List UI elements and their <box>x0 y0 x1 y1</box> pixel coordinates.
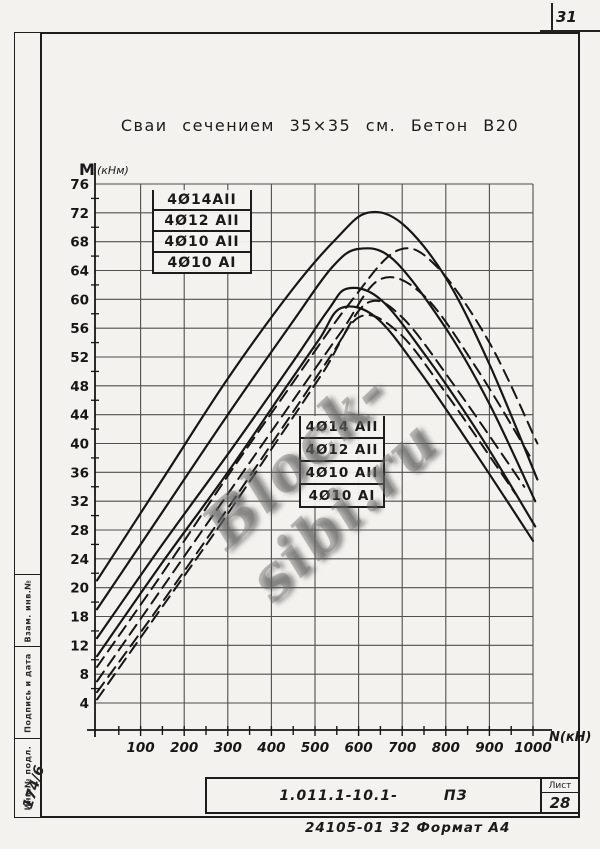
stamp-section-inv: Инв.№ подл. <box>15 738 40 816</box>
axis-tick-labels: 76 72 68 64 60 56 52 48 44 40 36 32 28 24 20 18 12 8 4 100 2… <box>70 177 552 756</box>
y-tick-label: 24 <box>70 552 89 568</box>
y-tick-label: 18 <box>70 610 89 626</box>
y-tick-label: 56 <box>70 321 89 337</box>
moment-load-chart: 76 72 68 64 60 56 52 48 44 40 36 32 28 24 20 18 12 8 4 100 2… <box>70 163 552 756</box>
axes <box>87 163 552 737</box>
legend-item: 4Ø10 АI <box>301 485 383 508</box>
stamp-label: Подпись и дата <box>23 652 32 733</box>
y-tick-label: 36 <box>70 465 89 481</box>
y-tick-label: 20 <box>70 581 89 597</box>
legend-item: 4Ø14АII <box>154 190 250 211</box>
sheet-caption: Лист <box>542 779 578 793</box>
y-tick-label: 12 <box>70 638 89 654</box>
curve-4Ø10-АII-dashed <box>96 299 526 694</box>
curve-4Ø10-АI-solid <box>95 305 535 658</box>
x-tick-label: 800 <box>432 740 460 756</box>
corner-mark-hline <box>540 30 600 32</box>
format-note: 24105-01 32 Формат А4 <box>305 820 511 836</box>
x-tick-label: 1000 <box>514 740 552 756</box>
stamp-section-vzam: Взам. инв.№ <box>15 574 40 646</box>
y-tick-label: 32 <box>70 494 89 510</box>
legend-item: 4Ø10 АI <box>154 253 250 274</box>
legend-item: 4Ø12 АII <box>301 439 383 462</box>
title-block: 1.011.1-10.1- ПЗ Лист 28 <box>205 777 580 814</box>
title-block-main-cell: 1.011.1-10.1- ПЗ <box>207 779 540 812</box>
x-tick-label: 200 <box>170 740 198 756</box>
legend-item: 4Ø12 АII <box>154 211 250 232</box>
x-tick-label: 600 <box>345 740 373 756</box>
y-tick-label: 28 <box>70 523 89 539</box>
x-axis-label: N(кН) <box>549 730 592 745</box>
y-tick-label: 60 <box>70 292 89 308</box>
curve-4Ø10-АI-dashed <box>96 314 517 701</box>
x-tick-label: 100 <box>127 740 155 756</box>
legend-item: 4Ø10 АII <box>154 232 250 253</box>
legend-solid-curves: 4Ø14АII 4Ø12 АII 4Ø10 АII 4Ø10 АI <box>152 190 252 274</box>
y-tick-label: 72 <box>70 206 89 222</box>
x-tick-label: 700 <box>388 740 416 756</box>
x-tick-label: 900 <box>475 740 503 756</box>
stamp-column: Взам. инв.№ Подпись и дата Инв.№ подл. <box>14 32 41 818</box>
page-corner-number: 31 <box>556 8 577 26</box>
y-tick-label: 76 <box>70 177 89 193</box>
chart-title: Сваи сечением 35×35 см. Бетон В20 <box>120 116 520 135</box>
corner-mark-vline <box>551 3 553 30</box>
y-tick-label: 40 <box>70 437 89 453</box>
y-axis-label: M <box>79 160 95 179</box>
title-block-sheet-cell: Лист 28 <box>540 779 578 812</box>
curves <box>95 210 539 701</box>
curve-4Ø10-АII-solid <box>95 286 537 640</box>
curve-4Ø12-АII-dashed <box>96 276 534 683</box>
document-code-suffix: ПЗ <box>443 787 468 804</box>
y-tick-label: 4 <box>80 696 89 712</box>
legend-dashed-curves: 4Ø14 АII 4Ø12 АII 4Ø10 АII 4Ø10 АI <box>299 416 385 508</box>
y-axis-unit-label: (кНм) <box>97 164 129 177</box>
legend-item: 4Ø10 АII <box>301 462 383 485</box>
legend-item: 4Ø14 АII <box>301 416 383 439</box>
y-tick-label: 48 <box>70 379 89 395</box>
document-code: 1.011.1-10.1- <box>279 787 398 804</box>
x-tick-label: 500 <box>301 740 329 756</box>
y-tick-label: 68 <box>70 235 89 251</box>
x-tick-label: 300 <box>214 740 242 756</box>
curve-4Ø12-АII-solid <box>95 247 537 611</box>
stamp-section-podpis: Подпись и дата <box>15 646 40 738</box>
y-tick-label: 8 <box>80 667 89 683</box>
y-tick-label: 52 <box>70 350 89 366</box>
curve-4Ø14-АII-dashed <box>96 247 539 668</box>
stamp-label: Взам. инв.№ <box>23 579 32 642</box>
y-tick-label: 44 <box>70 408 89 424</box>
y-tick-label: 64 <box>70 264 89 280</box>
curve-4Ø14-АII-solid <box>95 210 539 582</box>
sheet-number: 28 <box>549 793 571 812</box>
x-tick-label: 400 <box>256 740 285 756</box>
drawing-frame <box>40 32 580 818</box>
